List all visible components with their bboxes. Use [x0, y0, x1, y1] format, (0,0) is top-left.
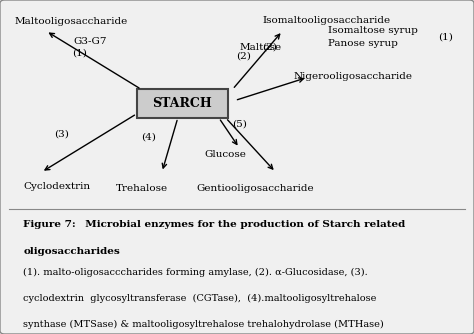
Text: (2): (2): [237, 52, 251, 61]
Text: Isomaltose syrup: Isomaltose syrup: [328, 26, 418, 35]
Text: Trehalose: Trehalose: [115, 184, 167, 193]
Text: cyclodextrin  glycosyltransferase  (CGTase),  (4).maltooligosyltrehalose: cyclodextrin glycosyltransferase (CGTase…: [23, 294, 376, 303]
Text: Figure 7:: Figure 7:: [23, 220, 76, 229]
Text: (1): (1): [73, 49, 87, 57]
Text: (3): (3): [55, 129, 69, 138]
Text: Isomaltooligosaccharide: Isomaltooligosaccharide: [262, 16, 390, 25]
Text: Panose syrup: Panose syrup: [328, 38, 398, 47]
Bar: [137, 90, 228, 118]
Text: (4): (4): [141, 132, 155, 141]
Text: Nigerooligosaccharide: Nigerooligosaccharide: [294, 72, 413, 81]
Text: (1): (1): [438, 32, 453, 41]
Text: (5): (5): [232, 119, 246, 128]
Text: oligosaccharides: oligosaccharides: [23, 246, 120, 256]
Text: G3-G7: G3-G7: [73, 36, 107, 45]
Text: STARCH: STARCH: [153, 97, 212, 110]
Text: Maltooligosaccharide: Maltooligosaccharide: [14, 17, 128, 26]
Text: Cyclodextrin: Cyclodextrin: [23, 182, 90, 191]
Text: (1). malto-oligosacccharides forming amylase, (2). α-Glucosidase, (3).: (1). malto-oligosacccharides forming amy…: [23, 268, 368, 277]
Text: Glucose: Glucose: [205, 150, 246, 159]
Text: Maltose: Maltose: [239, 42, 282, 51]
Text: Gentiooligosaccharide: Gentiooligosaccharide: [196, 184, 314, 193]
Text: Microbial enzymes for the production of Starch related: Microbial enzymes for the production of …: [78, 220, 405, 229]
Text: synthase (MTSase) & maltooligosyltrehalose trehalohydrolase (MTHase): synthase (MTSase) & maltooligosyltrehalo…: [23, 320, 384, 329]
Text: (2): (2): [262, 42, 277, 51]
